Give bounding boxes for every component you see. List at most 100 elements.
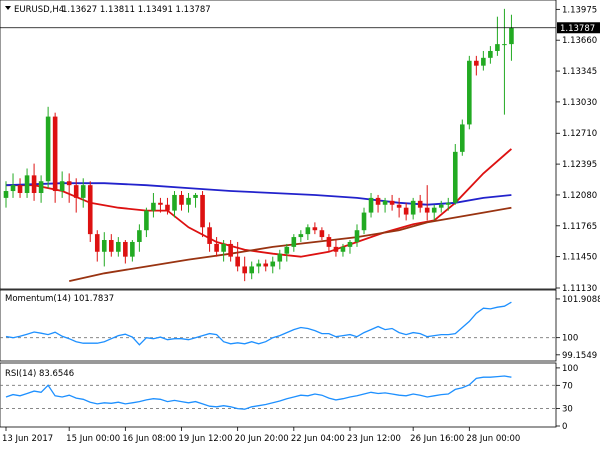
candle[interactable] [361,207,367,235]
candle-body [347,241,353,247]
candle[interactable] [130,240,135,262]
candle[interactable] [474,55,479,76]
candle-body [158,202,163,205]
candle[interactable] [488,46,493,64]
candle[interactable] [312,222,318,235]
price-tick-label: 1.13345 [562,67,597,77]
candle-body [298,234,304,238]
candle[interactable] [382,197,388,213]
candle[interactable] [368,192,374,218]
candle[interactable] [375,194,381,213]
candle-body [101,240,107,252]
candle[interactable] [200,191,205,238]
candle[interactable] [109,234,114,257]
candle[interactable] [403,202,409,221]
candle[interactable] [186,192,191,213]
candle[interactable] [396,197,402,218]
candle[interactable] [66,173,72,203]
candle-body [375,197,381,205]
candle[interactable] [24,168,30,198]
candle[interactable] [340,243,346,257]
candle[interactable] [410,197,416,220]
candle[interactable] [460,119,465,156]
candle[interactable] [123,240,128,264]
candle[interactable] [137,224,142,252]
candle[interactable] [495,16,500,56]
candle[interactable] [270,256,276,274]
candle-body [396,204,402,208]
candle[interactable] [256,259,262,274]
candle[interactable] [158,197,163,213]
candle[interactable] [284,243,290,262]
candle[interactable] [144,207,149,238]
candle[interactable] [59,171,65,198]
candle-body [10,185,16,192]
candle[interactable] [452,144,458,205]
candle[interactable] [228,240,233,262]
candle[interactable] [101,232,107,267]
price-tick-label: 1.13975 [562,5,597,15]
candle-body [109,240,114,252]
candle[interactable] [481,50,486,71]
candle[interactable] [38,175,44,203]
candle[interactable] [354,224,360,247]
candle-body [354,230,360,242]
candle[interactable] [116,237,121,257]
price-tick-label: 1.12080 [562,191,597,201]
candle-body [137,230,142,242]
candle[interactable] [80,178,86,208]
candle[interactable] [221,240,226,262]
price-tick-label: 1.11450 [562,253,597,263]
candle-body [438,204,444,208]
rsi-axis: 100 70 30 0 [556,364,578,432]
candle[interactable] [17,178,23,198]
candle[interactable] [509,14,514,61]
candle[interactable] [445,197,451,211]
candle[interactable] [298,230,304,242]
candle[interactable] [502,8,507,115]
candle[interactable] [94,230,100,262]
candle[interactable] [73,178,79,213]
candle[interactable] [438,200,444,213]
candle[interactable] [207,222,212,252]
candle-body [424,207,430,213]
candle[interactable] [235,241,240,272]
candle[interactable] [326,234,332,252]
candle[interactable] [389,194,395,211]
candle[interactable] [45,106,51,189]
candle-body [368,197,374,213]
candle[interactable] [347,240,353,254]
candle[interactable] [417,194,423,213]
candle[interactable] [431,204,437,221]
candle[interactable] [31,163,37,201]
candle[interactable] [52,112,58,203]
candle[interactable] [193,192,198,208]
candle[interactable] [305,224,311,241]
candlestick-series[interactable] [3,8,514,282]
candle[interactable] [333,240,339,257]
collapse-triangle-icon[interactable] [5,6,11,10]
candle[interactable] [179,191,184,211]
momentum-title: Momentum(14) 101.7837 [5,294,114,304]
candle[interactable] [242,256,247,282]
candle-body [165,204,170,211]
candle-body [488,50,493,58]
candle[interactable] [214,237,219,257]
candle[interactable] [263,259,269,272]
candle[interactable] [10,173,16,198]
candle[interactable] [151,192,156,218]
candle-body [130,241,135,257]
candle[interactable] [291,234,297,252]
candle[interactable] [165,197,170,215]
candle[interactable] [277,249,283,270]
candle[interactable] [467,55,472,130]
candle[interactable] [424,185,430,221]
candle[interactable] [172,191,177,218]
candle[interactable] [3,181,9,208]
candle[interactable] [319,227,325,241]
candle[interactable] [87,181,93,242]
time-tick-label: 15 Jun 00:00 [66,434,120,444]
candle[interactable] [249,261,254,280]
candle-body [144,210,149,231]
